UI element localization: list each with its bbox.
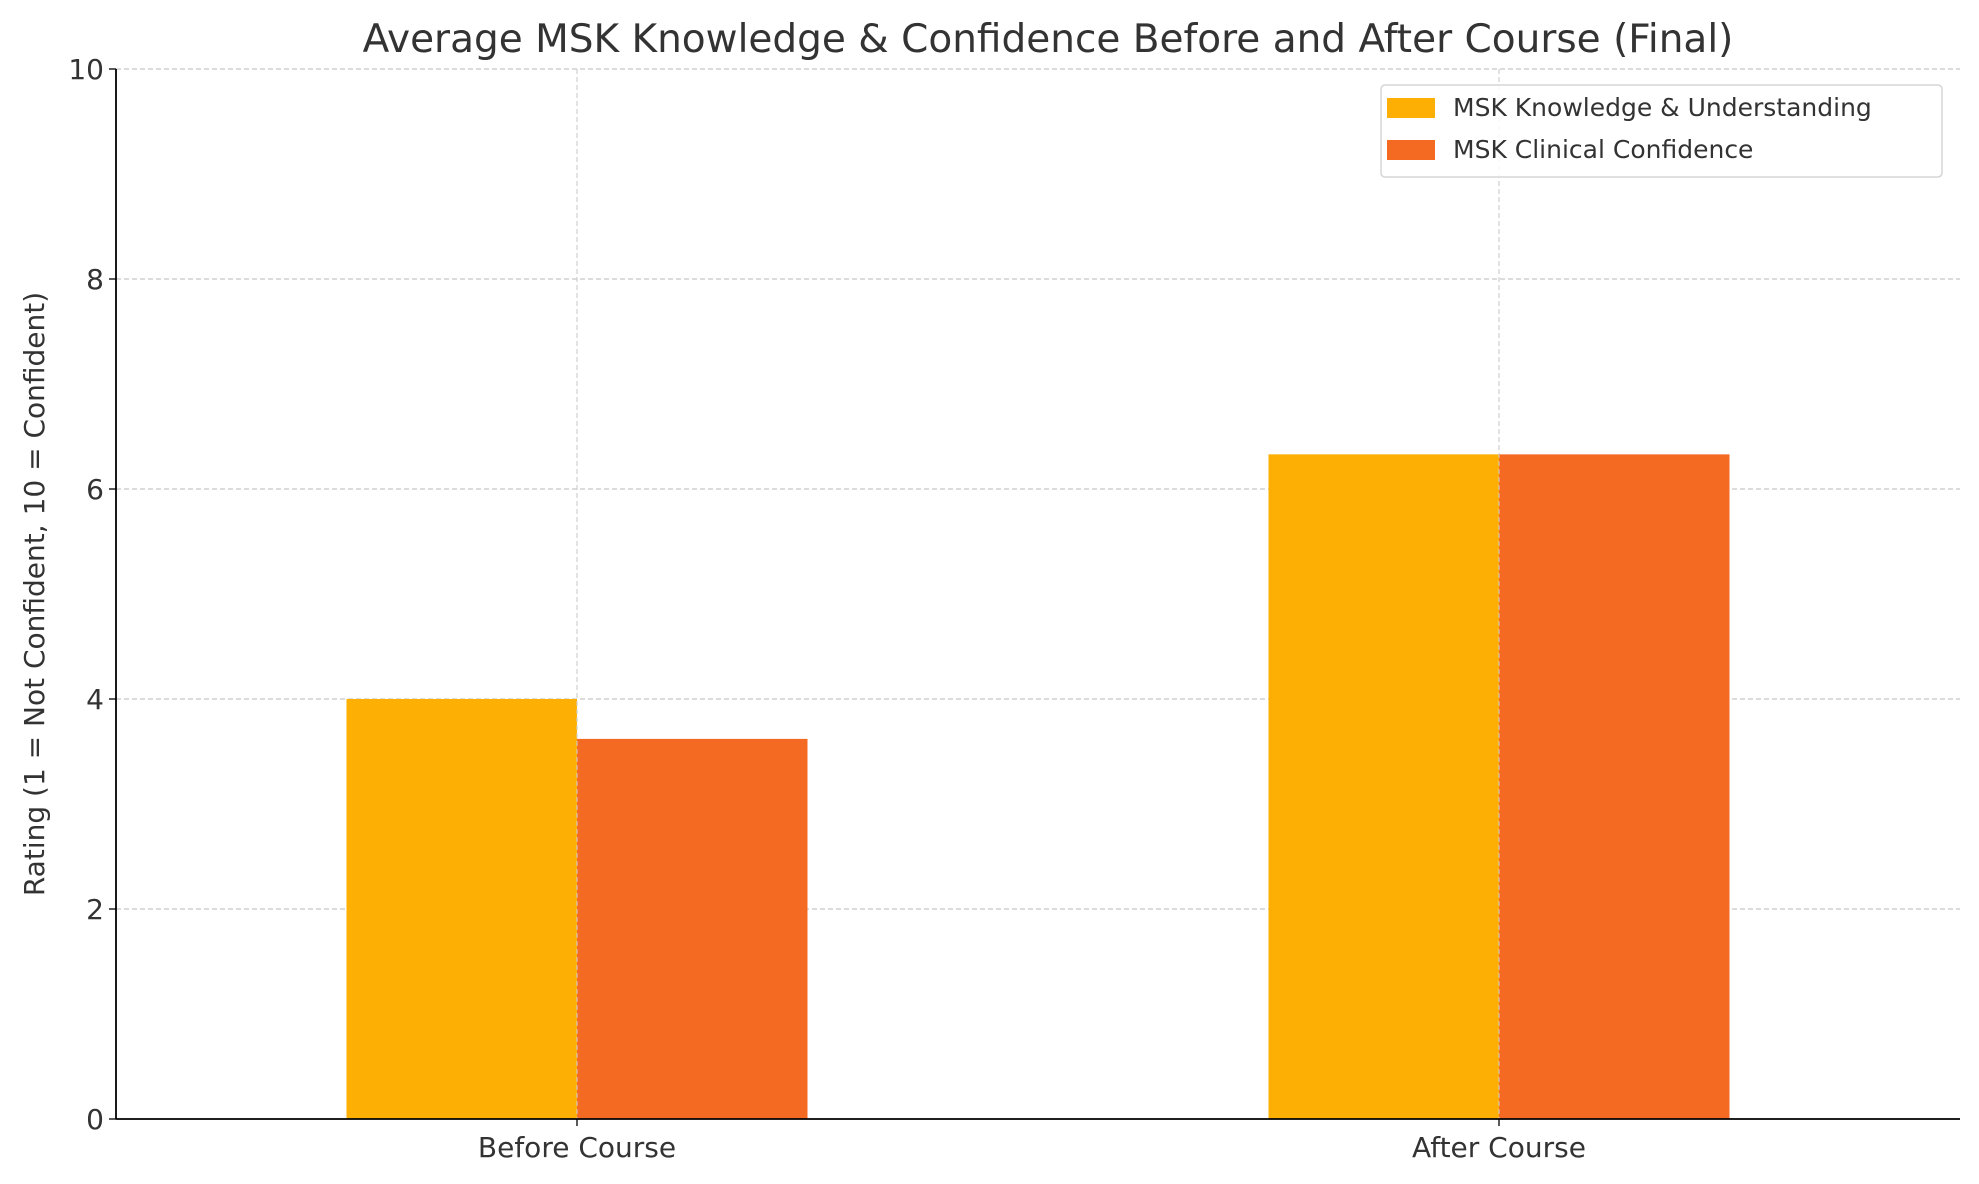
x-tick-label: Before Course bbox=[478, 1131, 676, 1164]
legend-box bbox=[1380, 84, 1943, 178]
legend-swatch bbox=[1387, 98, 1435, 118]
chart-title: Average MSK Knowledge & Confidence Befor… bbox=[363, 17, 1734, 62]
legend-label: MSK Knowledge & Understanding bbox=[1453, 93, 1872, 122]
y-tick-label: 8 bbox=[86, 263, 104, 296]
y-axis-label: Rating (1 = Not Confident, 10 = Confiden… bbox=[18, 292, 51, 896]
x-tick-label: After Course bbox=[1412, 1131, 1586, 1164]
bar-knowledge bbox=[1268, 454, 1499, 1120]
y-tick-label: 4 bbox=[86, 683, 104, 716]
y-tick-label: 6 bbox=[86, 473, 104, 506]
y-tick-label: 10 bbox=[68, 53, 104, 86]
y-tick-label: 0 bbox=[86, 1103, 104, 1136]
y-tick-label: 2 bbox=[86, 893, 104, 926]
legend-label: MSK Clinical Confidence bbox=[1453, 135, 1753, 164]
bar-knowledge bbox=[346, 699, 577, 1119]
bar-confidence bbox=[577, 738, 808, 1119]
legend-swatch bbox=[1387, 140, 1435, 160]
bar-confidence bbox=[1499, 454, 1730, 1120]
